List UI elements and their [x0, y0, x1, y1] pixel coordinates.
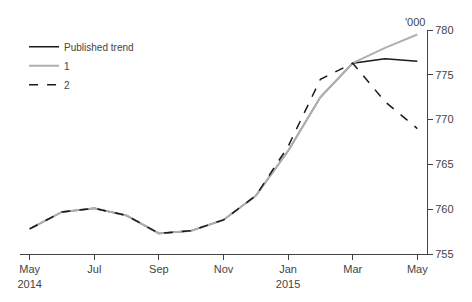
svg-text:2: 2	[64, 80, 70, 91]
svg-text:760: 760	[435, 203, 453, 215]
svg-text:765: 765	[435, 158, 453, 170]
svg-text:755: 755	[435, 248, 453, 260]
svg-text:Sep: Sep	[149, 263, 169, 275]
svg-text:Jul: Jul	[87, 263, 101, 275]
svg-text:Jan2015: Jan2015	[276, 263, 300, 289]
svg-text:Mar: Mar	[343, 263, 362, 275]
svg-text:May2014: May2014	[17, 263, 41, 289]
svg-text:May: May	[407, 263, 428, 275]
svg-text:'000: '000	[405, 16, 425, 28]
svg-text:780: 780	[435, 24, 453, 36]
svg-text:775: 775	[435, 69, 453, 81]
svg-text:770: 770	[435, 113, 453, 125]
svg-text:1: 1	[64, 61, 70, 72]
svg-text:Nov: Nov	[214, 263, 234, 275]
svg-text:Published trend: Published trend	[64, 42, 134, 53]
